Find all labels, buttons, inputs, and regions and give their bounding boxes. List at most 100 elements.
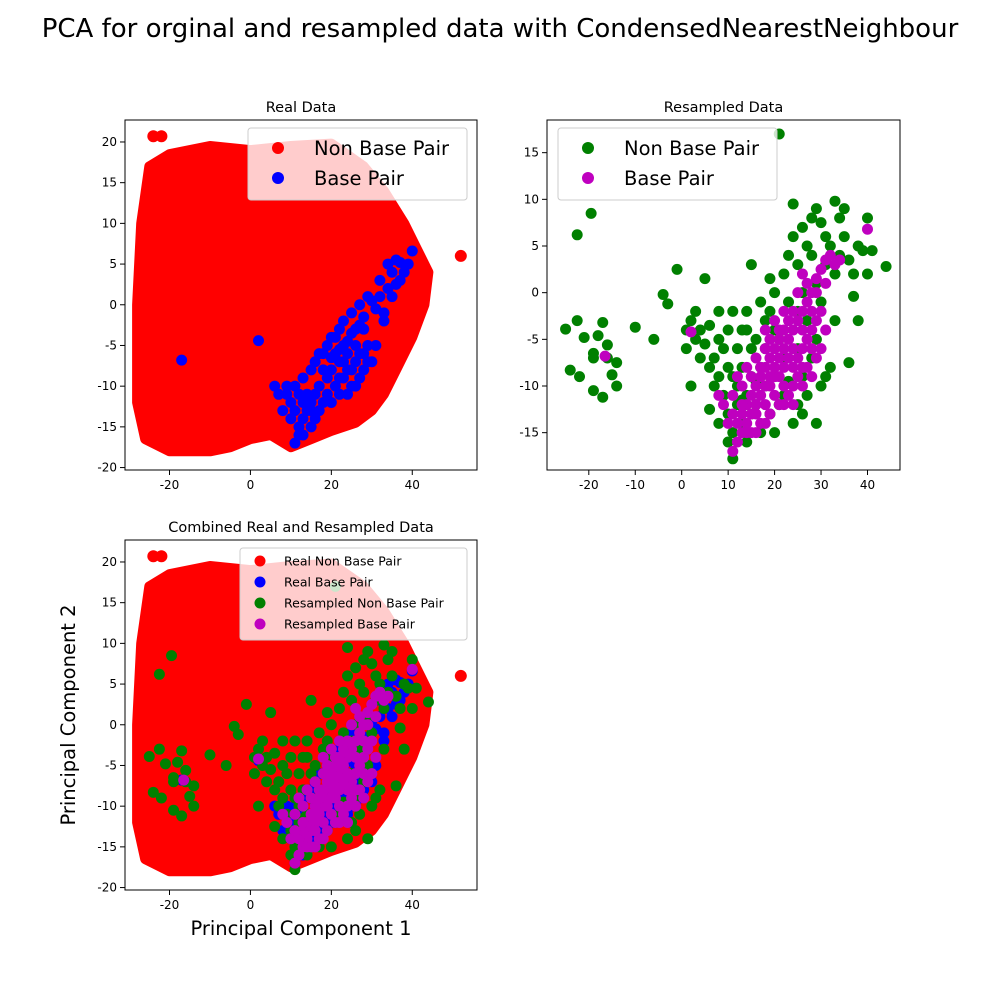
scatter-point-resampled-1 <box>815 305 827 317</box>
panel-resampled-data: -20 -10 0 10 20 30 40 -15 -10 -5 0 5 10 15 Resampled D… <box>519 100 901 492</box>
scatter-point-resampled-0 <box>662 298 674 310</box>
scatter-point-combined-3 <box>297 816 309 828</box>
scatter-point-combined-3 <box>305 792 317 804</box>
scatter-point-combined-2 <box>325 841 337 853</box>
scatter-point-resampled-0 <box>861 268 873 280</box>
scatter-point-resampled-1 <box>810 273 822 285</box>
scatter-point-combined-3 <box>354 727 366 739</box>
scatter-point-combined-2 <box>321 735 333 747</box>
y-tick-label: -20 <box>97 461 117 475</box>
scatter-point-combined-2 <box>333 702 345 714</box>
scatter-point-resampled-0 <box>708 380 720 392</box>
scatter-point-resampled-1 <box>810 352 822 364</box>
scatter-point-resampled-1 <box>810 287 822 299</box>
scatter-point-resampled-0 <box>718 343 729 355</box>
scatter-point-combined-3 <box>366 768 378 780</box>
scatter-point-combined-2 <box>358 654 370 666</box>
scatter-point-real-1 <box>289 380 301 392</box>
scatter-point-real-1 <box>390 254 402 266</box>
scatter-point-resampled-0 <box>601 339 613 351</box>
scatter-point-resampled-1 <box>769 361 781 373</box>
scatter-point-combined-3 <box>329 759 341 771</box>
scatter-point-real-1 <box>273 388 285 400</box>
scatter-point-combined-2 <box>155 792 167 804</box>
scatter-point-real-1 <box>354 299 366 311</box>
scatter-point-resampled-1 <box>778 399 790 411</box>
scatter-point-resampled-1 <box>722 417 734 429</box>
scatter-point-combined-3 <box>325 743 337 755</box>
scatter-point-combined-2 <box>281 768 293 780</box>
scatter-point-combined-3 <box>346 776 358 788</box>
scatter-point-resampled-0 <box>680 343 692 355</box>
scatter-point-resampled-1 <box>783 315 795 327</box>
scatter-point-resampled-1 <box>792 352 804 364</box>
scatter-point-combined-1 <box>378 735 390 747</box>
legend-marker <box>254 555 266 567</box>
scatter-point-combined-3 <box>337 759 349 771</box>
scatter-point-resampled-1 <box>778 305 790 317</box>
scatter-point-resampled-0 <box>820 231 832 243</box>
scatter-point-resampled-0 <box>787 198 799 210</box>
scatter-point-combined-2 <box>358 686 370 698</box>
scatter-point-combined-2 <box>176 745 188 757</box>
scatter-point-resampled-1 <box>759 399 771 411</box>
scatter-point-resampled-1 <box>750 380 762 392</box>
scatter-point-combined-2 <box>147 786 159 798</box>
scatter-point-real-1 <box>374 274 386 286</box>
scatter-point-real-1 <box>370 303 382 315</box>
legend-label: Resampled Non Base Pair <box>284 595 445 610</box>
scatter-point-combined-2 <box>285 784 297 796</box>
scatter-point-combined-1 <box>386 711 398 723</box>
series-combined-3 <box>178 663 418 869</box>
scatter-point-combined-3 <box>309 776 321 788</box>
scatter-point-combined-2 <box>342 641 354 653</box>
scatter-point-combined-2 <box>277 833 289 845</box>
scatter-point-resampled-0 <box>671 263 683 275</box>
scatter-point-real-1 <box>362 339 374 351</box>
scatter-point-combined-3 <box>350 735 362 747</box>
scatter-point-resampled-0 <box>611 380 623 392</box>
scatter-point-real-1 <box>281 380 293 392</box>
scatter-point-resampled-1 <box>820 324 832 336</box>
scatter-point-combined-2 <box>370 670 382 682</box>
scatter-point-resampled-0 <box>690 305 702 317</box>
scatter-point-resampled-0 <box>741 436 753 448</box>
scatter-point-resampled-1 <box>741 417 753 429</box>
scatter-point-resampled-1 <box>796 268 808 280</box>
scatter-point-resampled-0 <box>606 369 618 381</box>
scatter-point-combined-2 <box>293 768 305 780</box>
scatter-point-combined-2 <box>406 702 418 714</box>
scatter-point-real-0-outlier <box>454 249 467 262</box>
legend: Non Base Pair Base Pair <box>557 127 778 201</box>
scatter-point-combined-3 <box>333 800 345 812</box>
scatter-point-resampled-0 <box>713 305 725 317</box>
scatter-point-resampled-1 <box>806 343 818 355</box>
scatter-point-real-1 <box>325 331 337 343</box>
scatter-point-resampled-0 <box>713 371 725 383</box>
scatter-point-real-1 <box>382 258 394 270</box>
scatter-point-resampled-0 <box>857 245 869 257</box>
scatter-point-combined-3 <box>354 759 366 771</box>
scatter-point-resampled-0 <box>685 380 697 392</box>
scatter-point-combined-2 <box>398 743 410 755</box>
y-tick-label: 5 <box>109 677 117 691</box>
scatter-point-real-1 <box>325 352 337 364</box>
legend-box <box>557 127 778 201</box>
scatter-point-real-1 <box>313 405 325 417</box>
scatter-point-resampled-1 <box>736 399 748 411</box>
scatter-point-resampled-1 <box>764 408 776 420</box>
scatter-point-resampled-0 <box>806 212 818 224</box>
scatter-point-real-1 <box>317 396 329 408</box>
scatter-point-combined-3 <box>358 792 370 804</box>
scatter-point-resampled-0 <box>764 305 776 317</box>
scatter-point-resampled-1 <box>792 371 804 383</box>
y-tick-label: -10 <box>97 379 117 393</box>
scatter-point-combined-1 <box>277 825 289 837</box>
scatter-point-combined-3 <box>317 768 329 780</box>
scatter-point-combined-2 <box>374 678 386 690</box>
scatter-point-resampled-1 <box>801 333 813 345</box>
scatter-point-combined-3 <box>329 751 341 763</box>
scatter-point-combined-2 <box>228 720 240 732</box>
scatter-point-combined-3 <box>325 784 337 796</box>
scatter-point-resampled-0 <box>861 212 873 224</box>
